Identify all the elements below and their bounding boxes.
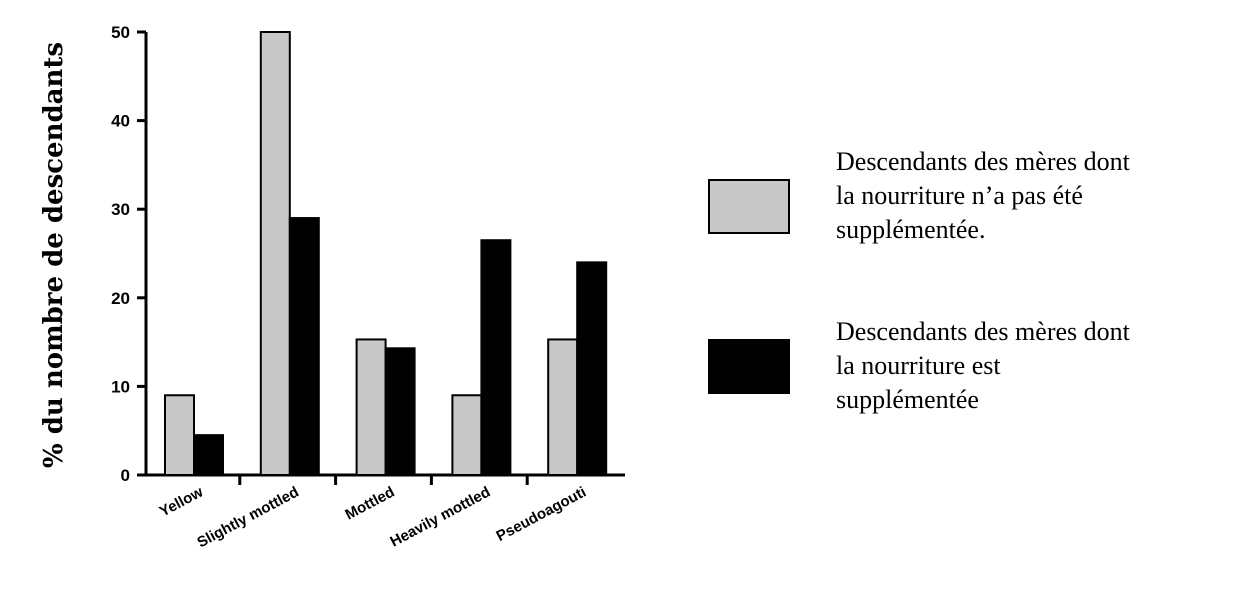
bar-supplemented [193, 434, 224, 477]
legend-label-line: Descendants des mères dont [836, 317, 1131, 346]
bar-non-supplemented [547, 338, 579, 476]
bar-non-supplemented [259, 31, 291, 476]
x-tick-label: Pseudoagouti [494, 484, 590, 546]
y-tick-label: 30 [111, 200, 130, 219]
x-tick-label: Yellow [157, 483, 206, 520]
bar-non-supplemented [451, 394, 483, 477]
bar-supplemented [384, 347, 416, 476]
y-tick-label: 10 [111, 377, 130, 396]
x-tick-label: Heavily mottled [387, 484, 493, 551]
y-tick-label: 40 [111, 112, 130, 131]
legend-label-line: supplémentée [836, 385, 979, 414]
legend-label-line: la nourriture n’a pas été [836, 181, 1083, 210]
bar-non-supplemented [355, 338, 387, 476]
x-tick-label: Slightly mottled [194, 484, 301, 552]
legend: Descendants des mères dont la nourriture … [708, 147, 1131, 414]
bar-supplemented [480, 239, 512, 476]
y-tick-label: 50 [111, 23, 130, 42]
bar-supplemented [288, 217, 320, 476]
legend-label-line: Descendants des mères dont [836, 147, 1131, 176]
y-axis-label-group: % du nombre de descendants [39, 42, 69, 468]
bar-supplemented [576, 261, 608, 476]
y-ticks: 0 10 20 30 40 50 [111, 23, 146, 485]
legend-swatch [708, 179, 790, 234]
y-tick-label: 20 [111, 289, 130, 308]
x-tick-label: Mottled [342, 484, 397, 524]
bars [164, 31, 608, 477]
bar-non-supplemented [164, 394, 195, 477]
legend-label-line: supplémentée. [836, 215, 985, 244]
y-tick-label: 0 [121, 466, 130, 485]
y-axis-label: % du nombre de descendants [39, 42, 69, 468]
legend-label-line: la nourriture est [836, 351, 1001, 380]
legend-swatch [708, 339, 790, 394]
